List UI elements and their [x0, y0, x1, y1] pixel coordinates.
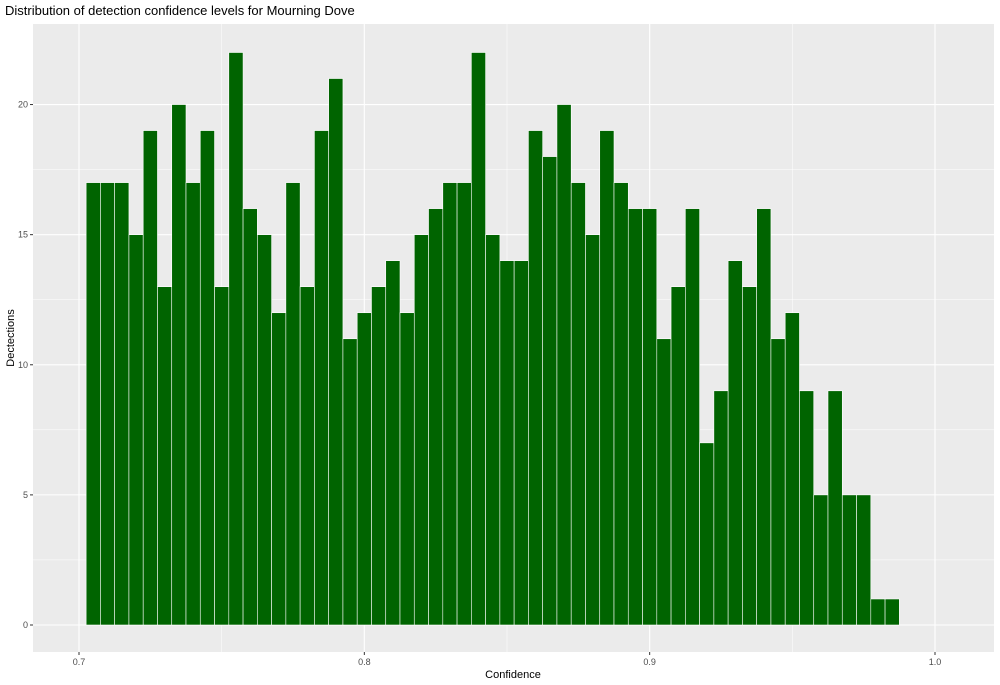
y-tick-label: 0 — [23, 620, 28, 630]
bar — [485, 234, 501, 626]
bar — [413, 234, 429, 626]
bar — [742, 286, 757, 626]
bar — [813, 494, 829, 626]
bar — [542, 156, 558, 626]
bar — [499, 260, 515, 626]
bar — [171, 104, 187, 626]
bars — [85, 52, 900, 626]
y-tick-label: 10 — [18, 360, 28, 370]
bar — [570, 182, 586, 626]
bar — [784, 312, 800, 626]
bar — [328, 78, 344, 626]
bar — [356, 312, 372, 626]
y-tick-label: 15 — [18, 230, 28, 240]
bar — [827, 390, 843, 626]
bar — [585, 234, 601, 626]
bar — [841, 494, 857, 626]
bar — [642, 208, 658, 626]
chart-title: Distribution of detection confidence lev… — [5, 3, 355, 18]
bar — [456, 182, 472, 626]
bar — [799, 390, 815, 626]
bar — [856, 494, 872, 626]
bar — [770, 338, 786, 626]
bar — [142, 130, 158, 626]
bar — [242, 208, 258, 626]
bar — [528, 130, 543, 626]
bar — [471, 52, 486, 626]
bar — [285, 182, 301, 626]
bar — [385, 260, 401, 626]
bar — [257, 234, 272, 626]
bar — [884, 598, 900, 626]
bar — [185, 182, 201, 626]
bar — [599, 130, 615, 626]
bar — [870, 598, 886, 626]
bar — [556, 104, 572, 626]
bar — [371, 286, 387, 626]
bar — [727, 260, 743, 626]
bar — [85, 182, 101, 626]
bar — [214, 286, 230, 626]
bar — [314, 130, 329, 626]
bar — [114, 182, 130, 626]
bar — [228, 52, 244, 626]
x-tick-label: 0.8 — [358, 657, 371, 667]
y-axis-title: Dectections — [5, 309, 17, 367]
bar — [399, 312, 415, 626]
bar — [428, 208, 444, 626]
bar — [128, 234, 144, 626]
bar — [670, 286, 686, 626]
bar — [613, 182, 629, 626]
bar — [157, 286, 173, 626]
bar — [199, 130, 215, 626]
x-tick-label: 0.9 — [643, 657, 656, 667]
bar — [271, 312, 287, 626]
bar — [627, 208, 643, 626]
bar — [442, 182, 458, 626]
bar — [685, 208, 700, 626]
bar — [342, 338, 358, 626]
x-tick-label: 1.0 — [929, 657, 942, 667]
x-axis-ticks: 0.7 0.8 0.9 1.0 — [73, 652, 942, 667]
bar — [299, 286, 315, 626]
y-axis-ticks: 0 5 10 15 20 — [18, 100, 33, 630]
bar — [513, 260, 529, 626]
bar — [100, 182, 115, 626]
x-tick-label: 0.7 — [73, 657, 86, 667]
bar — [699, 442, 715, 626]
y-tick-label: 20 — [18, 100, 28, 110]
bar — [656, 338, 672, 626]
bar — [713, 390, 729, 626]
y-tick-label: 5 — [23, 490, 28, 500]
x-axis-title: Confidence — [485, 669, 541, 681]
bar — [756, 208, 772, 626]
